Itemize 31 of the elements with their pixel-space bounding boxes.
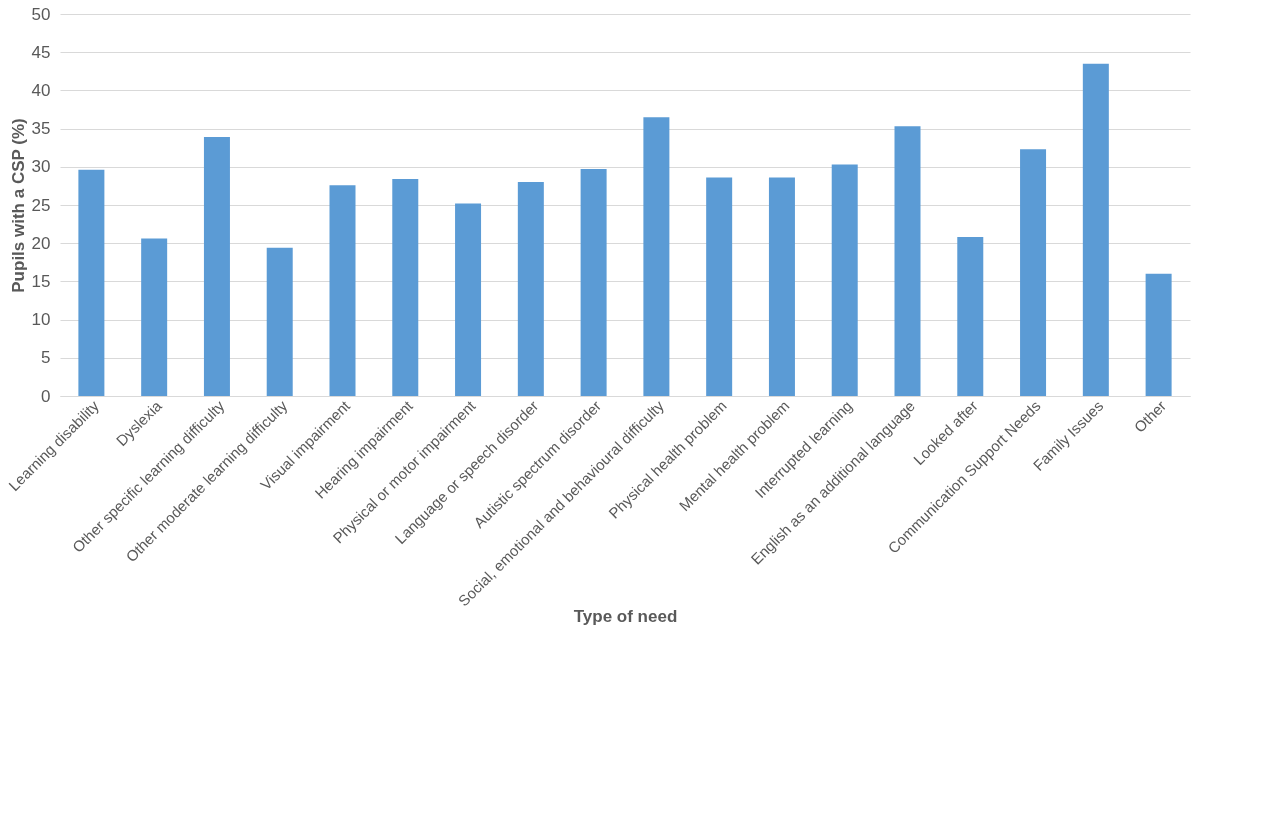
y-tick-label: 20 (31, 233, 51, 253)
y-tick-label: 0 (41, 386, 51, 406)
bar (392, 179, 419, 396)
bar (1082, 63, 1109, 396)
y-tick-label: 50 (31, 4, 51, 24)
bar (455, 203, 482, 396)
y-axis-title: Pupils with a CSP (%) (8, 118, 28, 293)
bar (894, 126, 921, 396)
bar (1020, 149, 1047, 396)
bar (141, 238, 168, 396)
y-tick-label: 15 (31, 271, 51, 291)
y-tick-label: 25 (31, 195, 51, 215)
bar (517, 182, 544, 396)
y-tick-label: 40 (31, 80, 51, 100)
bar (266, 247, 293, 396)
x-axis-title: Type of need (573, 606, 678, 626)
y-tick-label: 10 (31, 310, 51, 330)
bar (957, 237, 984, 396)
bar (329, 185, 356, 396)
y-tick-label: 35 (31, 119, 51, 139)
bar (203, 137, 230, 396)
bar (768, 177, 795, 396)
bar (78, 169, 105, 396)
y-tick-label: 30 (31, 157, 51, 177)
y-tick-label: 5 (41, 348, 51, 368)
bar (831, 164, 858, 396)
bar (1145, 273, 1172, 396)
y-tick-label: 45 (31, 42, 51, 62)
bar (643, 117, 670, 396)
bar (706, 177, 733, 396)
bar (580, 169, 607, 396)
